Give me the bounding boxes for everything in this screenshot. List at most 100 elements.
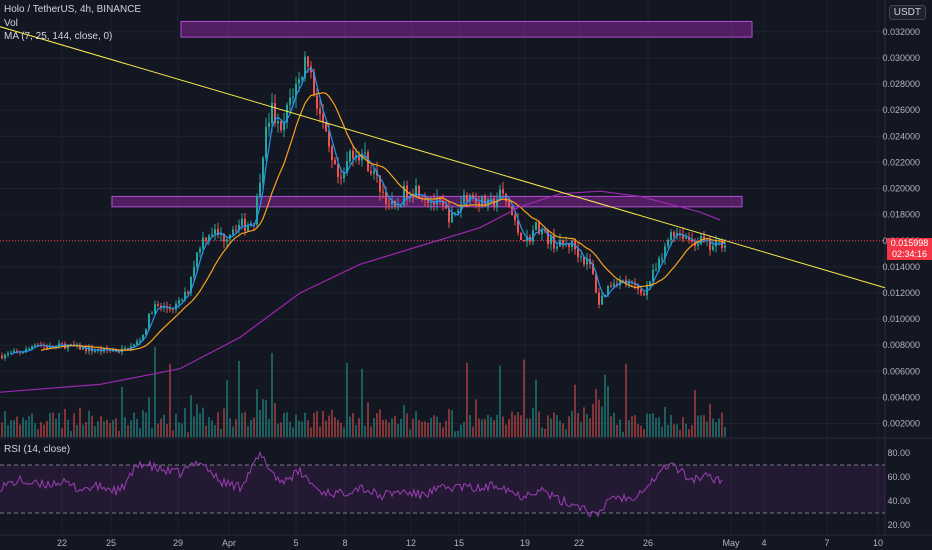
volume-bar [553, 412, 555, 437]
candle-body [427, 199, 429, 203]
volume-bar [436, 416, 438, 437]
volume-bar [466, 362, 468, 437]
volume-bar [163, 414, 165, 437]
volume-bar [304, 412, 306, 437]
volume-bar [604, 374, 606, 437]
volume-bar [439, 422, 441, 437]
time-tick-label: 7 [824, 538, 829, 548]
candle-body [649, 281, 651, 286]
candle-body [1, 355, 3, 359]
candle-body [331, 146, 333, 161]
volume-bar [601, 406, 603, 437]
candle-body [538, 221, 540, 235]
candle-body [151, 313, 153, 315]
volume-bar [598, 399, 600, 437]
candle-body [607, 285, 609, 295]
volume-bar [496, 414, 498, 437]
time-tick-label: 22 [57, 538, 67, 548]
candle-body [592, 263, 594, 274]
price-axis[interactable]: 0.032000 0.030000 0.028000 0.026000 0.024000… [882, 27, 920, 530]
candle-body [13, 350, 15, 353]
candle-body [271, 103, 273, 123]
trendline[interactable] [0, 26, 886, 289]
volume-bar [352, 413, 354, 437]
currency-button[interactable]: USDT [888, 5, 926, 20]
volume-bar [460, 424, 462, 437]
volume-bar [253, 417, 255, 437]
volume-bar [433, 415, 435, 437]
candle-body [568, 243, 570, 248]
candle-body [172, 308, 174, 310]
candle-body [601, 296, 603, 305]
rsi-tick-label: 40.00 [887, 496, 910, 506]
candle-body [391, 201, 393, 205]
volume-bar [472, 426, 474, 437]
volume-bar [364, 425, 366, 437]
volume-bar [517, 412, 519, 437]
volume-bar [583, 407, 585, 437]
volume-bar [7, 425, 9, 437]
volume-bar [238, 360, 240, 437]
candle-body [223, 233, 225, 242]
candle-body [619, 279, 621, 286]
candle-body [247, 225, 249, 231]
volume-bar [358, 418, 360, 437]
candle-body [505, 193, 507, 202]
volume-bar [556, 415, 558, 437]
volume-bar [268, 419, 270, 437]
volume-bar [571, 410, 573, 437]
candle-body [628, 281, 630, 285]
volume-bar [595, 389, 597, 437]
volume-bar [127, 425, 129, 437]
volume-bar [385, 419, 387, 437]
volume-bar [211, 420, 213, 437]
volume-bar [403, 405, 405, 437]
candle-body [673, 232, 675, 236]
volume-bar [118, 430, 120, 437]
volume-bar [625, 364, 627, 437]
candle-body [712, 246, 714, 251]
volume-bar [721, 412, 723, 437]
candle-body [208, 235, 210, 241]
volume-bar [115, 418, 117, 437]
volume-bar [343, 427, 345, 437]
countdown-tag: 02:34:16 [887, 249, 932, 260]
volume-bar [286, 412, 288, 437]
volume-bar [658, 417, 660, 437]
volume-bar [319, 426, 321, 437]
candle-body [67, 344, 69, 349]
rsi-pane[interactable] [0, 450, 885, 518]
candle-body [184, 291, 186, 301]
time-axis[interactable]: 22 25 29 Apr 5 8 12 15 19 22 26 May 4 7 10 [57, 538, 883, 548]
candle-body [310, 66, 312, 73]
volume-bar [88, 410, 90, 437]
rsi-tick-label: 20.00 [887, 520, 910, 530]
volume-bar [574, 384, 576, 437]
volume-bar [511, 411, 513, 437]
volume-bar [445, 420, 447, 437]
volume-bar [199, 413, 201, 437]
volume-bar [430, 418, 432, 437]
volume-bar [259, 410, 261, 437]
candle-body [262, 157, 264, 183]
volume-bar [370, 426, 372, 437]
candle-body [253, 223, 255, 225]
volume-bar [10, 420, 12, 437]
volume-bar [712, 418, 714, 437]
volume-bar [169, 363, 171, 437]
volume-bar [526, 418, 528, 437]
volume-bar [289, 421, 291, 437]
volume-bar [4, 411, 6, 437]
candle-body [580, 256, 582, 258]
price-tick-label: 0.026000 [882, 105, 920, 115]
volume-bar [613, 412, 615, 437]
candle-body [691, 239, 693, 242]
volume-bar [340, 422, 342, 437]
volume-bar [424, 421, 426, 437]
volume-bar [355, 424, 357, 437]
candle-body [46, 345, 48, 349]
volume-bar [322, 411, 324, 437]
volume-bar [607, 386, 609, 437]
candle-body [346, 161, 348, 173]
